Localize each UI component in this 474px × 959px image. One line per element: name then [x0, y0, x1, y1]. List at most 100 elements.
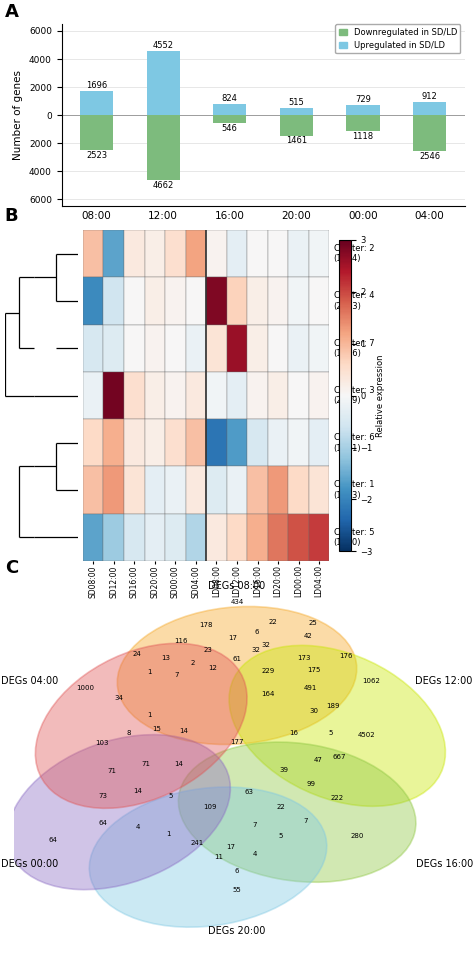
- Bar: [288, 514, 309, 561]
- Bar: [288, 419, 309, 466]
- Text: 22: 22: [268, 619, 277, 624]
- Text: 1062: 1062: [362, 678, 380, 684]
- Bar: [227, 419, 247, 466]
- Y-axis label: Number of genes: Number of genes: [13, 70, 23, 160]
- Text: 11: 11: [214, 854, 223, 860]
- Bar: [227, 466, 247, 514]
- Bar: [103, 372, 124, 419]
- Text: 17: 17: [226, 844, 235, 850]
- Text: 178: 178: [199, 622, 212, 628]
- Ellipse shape: [229, 645, 446, 807]
- Bar: [227, 372, 247, 419]
- Bar: [247, 277, 268, 325]
- Bar: [206, 466, 227, 514]
- Y-axis label: Relative expression: Relative expression: [375, 354, 384, 437]
- Bar: [413, 103, 446, 115]
- Text: 4662: 4662: [153, 181, 174, 190]
- Text: 546: 546: [222, 124, 237, 132]
- Bar: [247, 419, 268, 466]
- Text: 7: 7: [304, 818, 308, 824]
- Bar: [413, 115, 446, 151]
- Bar: [103, 230, 124, 277]
- Text: A: A: [5, 3, 18, 21]
- Bar: [124, 372, 145, 419]
- Text: DEGs 16:00: DEGs 16:00: [416, 859, 473, 869]
- Bar: [186, 514, 206, 561]
- Text: 109: 109: [203, 805, 217, 810]
- Bar: [268, 419, 288, 466]
- Text: 6: 6: [255, 629, 259, 636]
- Bar: [103, 277, 124, 325]
- Text: DEGs 20:00: DEGs 20:00: [208, 925, 266, 936]
- Bar: [227, 325, 247, 372]
- Text: 64: 64: [48, 837, 57, 843]
- Text: 6: 6: [235, 868, 239, 874]
- Text: 8: 8: [127, 730, 131, 737]
- Text: 7: 7: [253, 822, 257, 828]
- Text: 34: 34: [115, 695, 123, 701]
- Ellipse shape: [178, 742, 416, 882]
- Text: 4502: 4502: [357, 732, 375, 737]
- Text: 667: 667: [333, 754, 346, 760]
- Text: 73: 73: [99, 793, 108, 799]
- Text: 13: 13: [161, 654, 170, 661]
- Text: 23: 23: [204, 647, 212, 653]
- Bar: [124, 514, 145, 561]
- Text: 5: 5: [278, 833, 283, 839]
- Legend: Downregulated in SD/LD, Upregulated in SD/LD: Downregulated in SD/LD, Upregulated in S…: [335, 25, 460, 54]
- Text: 229: 229: [262, 667, 275, 674]
- Text: 434: 434: [230, 598, 244, 605]
- Text: 5: 5: [169, 793, 173, 799]
- Text: 32: 32: [252, 647, 261, 653]
- Bar: [145, 419, 165, 466]
- Text: 5: 5: [328, 730, 333, 737]
- Text: 173: 173: [297, 654, 310, 661]
- Text: 71: 71: [108, 768, 117, 774]
- Bar: [206, 419, 227, 466]
- Bar: [288, 277, 309, 325]
- Bar: [288, 372, 309, 419]
- Bar: [186, 277, 206, 325]
- Bar: [309, 419, 329, 466]
- Bar: [165, 230, 186, 277]
- Text: 912: 912: [422, 92, 438, 102]
- Text: 32: 32: [262, 642, 270, 648]
- Text: 515: 515: [289, 98, 304, 107]
- Ellipse shape: [89, 787, 327, 927]
- Text: 164: 164: [262, 691, 275, 697]
- Bar: [124, 277, 145, 325]
- Bar: [165, 277, 186, 325]
- Bar: [206, 277, 227, 325]
- Ellipse shape: [8, 735, 230, 890]
- Text: 177: 177: [230, 739, 244, 745]
- Text: 25: 25: [309, 620, 317, 626]
- Text: 189: 189: [326, 703, 339, 709]
- Bar: [268, 230, 288, 277]
- Text: 12: 12: [208, 665, 217, 670]
- Text: DEGs 04:00: DEGs 04:00: [1, 676, 58, 686]
- Bar: [165, 466, 186, 514]
- Text: 30: 30: [309, 708, 318, 713]
- Text: 222: 222: [331, 795, 344, 802]
- Text: 14: 14: [174, 761, 183, 767]
- Bar: [268, 466, 288, 514]
- Text: 1696: 1696: [86, 82, 107, 90]
- Text: 16: 16: [290, 730, 299, 737]
- Bar: [80, 91, 113, 115]
- Text: 1118: 1118: [352, 131, 374, 141]
- Text: 24: 24: [132, 651, 141, 657]
- Bar: [146, 51, 180, 115]
- Bar: [83, 372, 103, 419]
- Text: 64: 64: [99, 820, 108, 826]
- Text: 1000: 1000: [76, 685, 94, 691]
- Bar: [206, 230, 227, 277]
- Bar: [247, 372, 268, 419]
- Text: 116: 116: [174, 639, 188, 644]
- Text: 4: 4: [136, 824, 140, 830]
- Bar: [280, 107, 313, 115]
- Bar: [247, 466, 268, 514]
- Bar: [213, 115, 246, 123]
- Bar: [206, 514, 227, 561]
- Bar: [103, 419, 124, 466]
- Bar: [145, 466, 165, 514]
